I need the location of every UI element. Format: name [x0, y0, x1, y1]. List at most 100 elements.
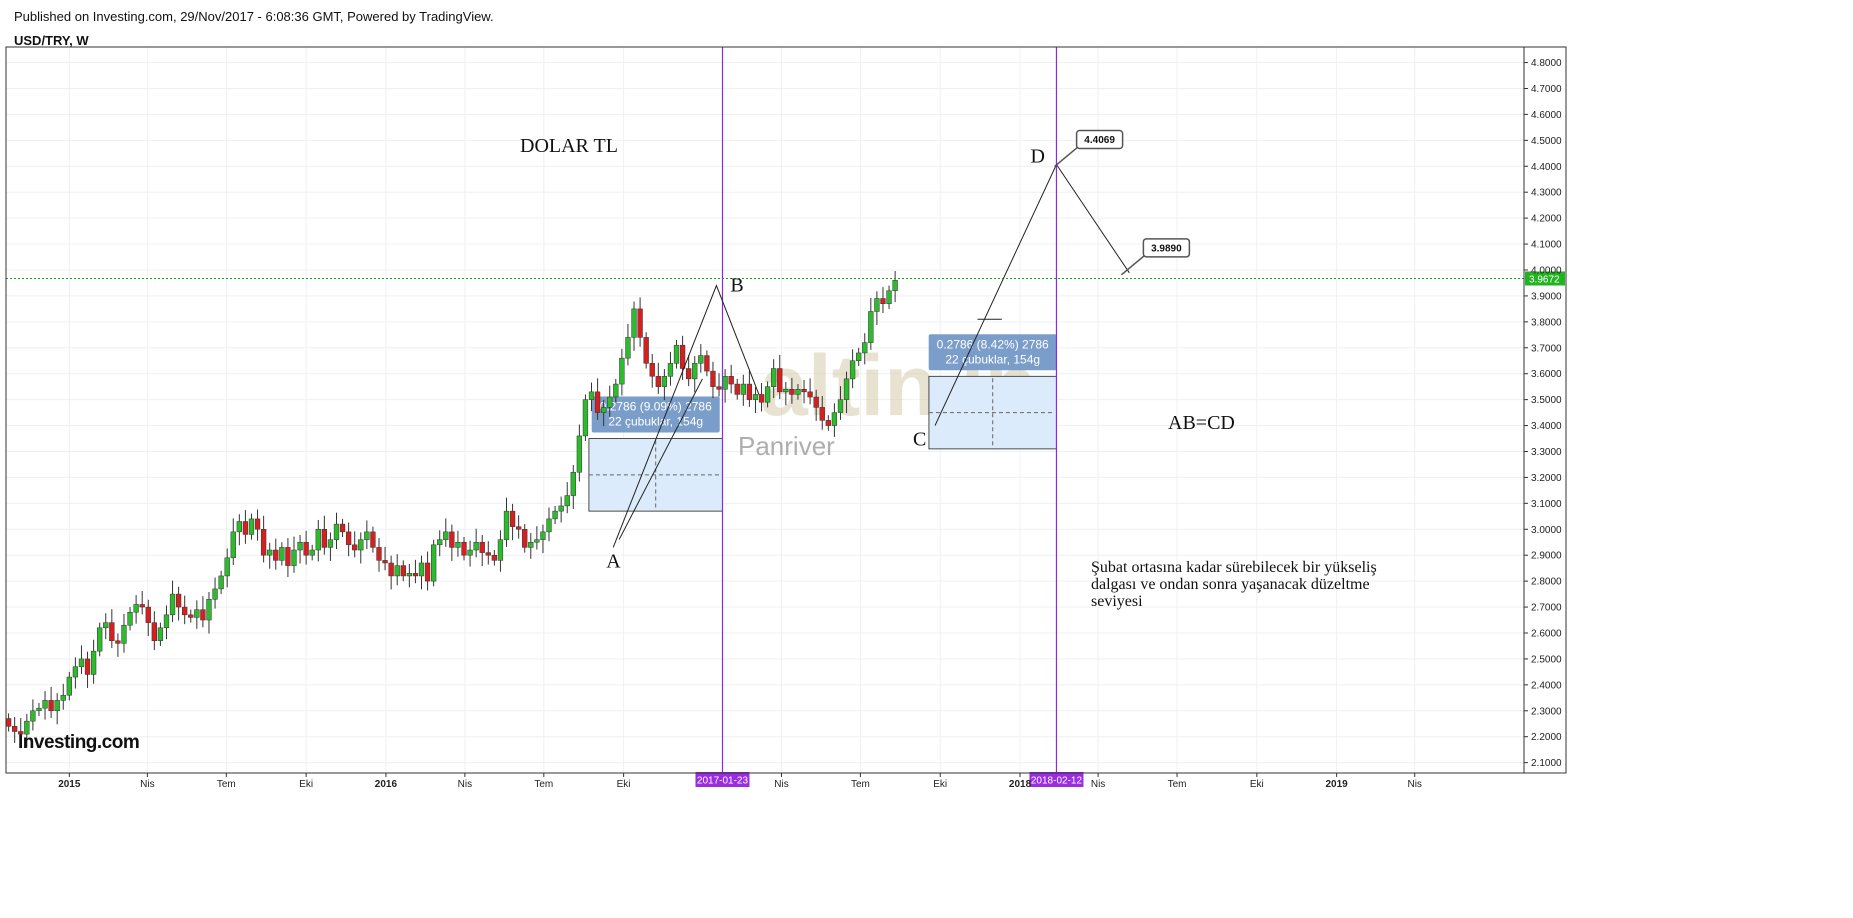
annotation-note-line: Şubat ortasına kadar sürebilecek bir yük…: [1091, 559, 1377, 576]
candle-body: [686, 368, 692, 380]
candle-body: [267, 549, 273, 556]
candle-body: [679, 344, 686, 369]
y-tick-label: 3.2000: [1531, 473, 1562, 484]
candle-body: [72, 666, 79, 678]
candle-body: [576, 435, 583, 473]
x-tick-label: Eki: [1250, 779, 1264, 790]
y-tick-label: 4.7000: [1531, 84, 1562, 95]
candle-body: [157, 627, 164, 642]
candle-body: [345, 531, 352, 546]
candle-body: [473, 541, 479, 551]
candle-body: [437, 539, 443, 546]
candle-body: [36, 707, 42, 712]
candle-body: [127, 611, 133, 626]
annotation-abcd: AB=CD: [1168, 412, 1235, 434]
measure-label-bg: [591, 396, 720, 433]
candle-body: [849, 360, 856, 380]
candle-body: [479, 541, 485, 553]
current-price-tag: [1525, 271, 1565, 286]
candle-body: [522, 529, 528, 548]
point-label-a: A: [606, 550, 621, 572]
y-tick-label: 2.2000: [1531, 732, 1562, 743]
candle-body: [607, 396, 613, 408]
candle-body: [169, 593, 176, 616]
candle-body: [303, 541, 309, 556]
y-tick-label: 3.7000: [1531, 343, 1562, 354]
candle-body: [279, 547, 285, 561]
candle-body: [582, 399, 589, 437]
x-tick-label: Eki: [299, 779, 313, 790]
candle-body: [843, 378, 850, 400]
y-tick-label: 2.5000: [1531, 654, 1562, 665]
candle-body: [400, 565, 406, 577]
candle-body: [698, 355, 704, 364]
candle-body: [637, 308, 643, 338]
candle-body: [570, 471, 576, 496]
callout-box: [1075, 129, 1124, 150]
candle-body: [5, 718, 12, 727]
candle-body: [394, 565, 400, 577]
candle-body: [339, 523, 346, 533]
candle-body: [783, 389, 789, 393]
date-vline-label: 2018-02-12: [1031, 776, 1083, 787]
y-tick-label: 2.8000: [1531, 577, 1562, 588]
candle-body: [880, 298, 886, 304]
candle-body: [631, 308, 637, 338]
chart-title: DOLAR TL: [520, 135, 618, 157]
y-tick-label: 3.9000: [1531, 291, 1562, 302]
candle-body: [182, 606, 188, 616]
y-tick-label: 2.9000: [1531, 551, 1562, 562]
date-vline-tag: [695, 772, 750, 787]
candle-body: [716, 386, 722, 390]
candle-body: [333, 523, 340, 540]
date-vline-tag: [1029, 772, 1084, 787]
candle-body: [516, 526, 522, 530]
y-tick-label: 2.1000: [1531, 758, 1562, 769]
symbol-title: USD/TRY, W: [14, 33, 89, 48]
candle-body: [485, 552, 491, 556]
candle-body: [163, 614, 170, 629]
x-tick-label: Nis: [774, 779, 788, 790]
x-tick-label: 2018: [1009, 779, 1032, 790]
candle-body: [321, 529, 327, 548]
candle-body: [509, 510, 516, 527]
candle-body: [795, 389, 801, 395]
x-tick-label: Tem: [851, 779, 870, 790]
candle-body: [892, 280, 898, 291]
candle-body: [121, 624, 127, 644]
candle-body: [613, 383, 619, 398]
candle-body: [212, 588, 218, 600]
candle-body: [777, 368, 783, 393]
candle-body: [661, 376, 668, 387]
candle-body: [625, 337, 631, 359]
annotation-note-line: dalgası ve ondan sonra yaşanacak düzeltm…: [1091, 576, 1370, 593]
candle-body: [746, 383, 753, 400]
y-tick-label: 4.0000: [1531, 265, 1562, 276]
candle-body: [315, 529, 321, 551]
y-tick-label: 4.8000: [1531, 58, 1562, 69]
callout-pointer: [1120, 254, 1146, 276]
candle-body: [558, 505, 564, 512]
x-tick-label: Nis: [458, 779, 472, 790]
candle-body: [145, 606, 151, 623]
candle-body: [42, 700, 48, 709]
candle-body: [273, 549, 279, 561]
candle-body: [771, 368, 777, 387]
candle-body: [752, 394, 759, 400]
y-tick-label: 2.7000: [1531, 603, 1562, 614]
current-price-label: 3.9672: [1529, 274, 1560, 285]
abcd-pattern: A B C D: [606, 145, 1130, 572]
y-tick-label: 3.5000: [1531, 395, 1562, 406]
x-tick-label: Nis: [140, 779, 154, 790]
candle-body: [807, 391, 813, 398]
candle-body: [78, 658, 85, 667]
watermark-sub: Panriver: [738, 431, 835, 461]
candle-body: [388, 562, 394, 577]
point-label-d: D: [1030, 145, 1044, 167]
candle-body: [224, 557, 230, 577]
candle-body: [139, 604, 145, 608]
x-tick-label: Nis: [1091, 779, 1105, 790]
candle-body: [418, 562, 425, 577]
candle-body: [60, 694, 66, 701]
